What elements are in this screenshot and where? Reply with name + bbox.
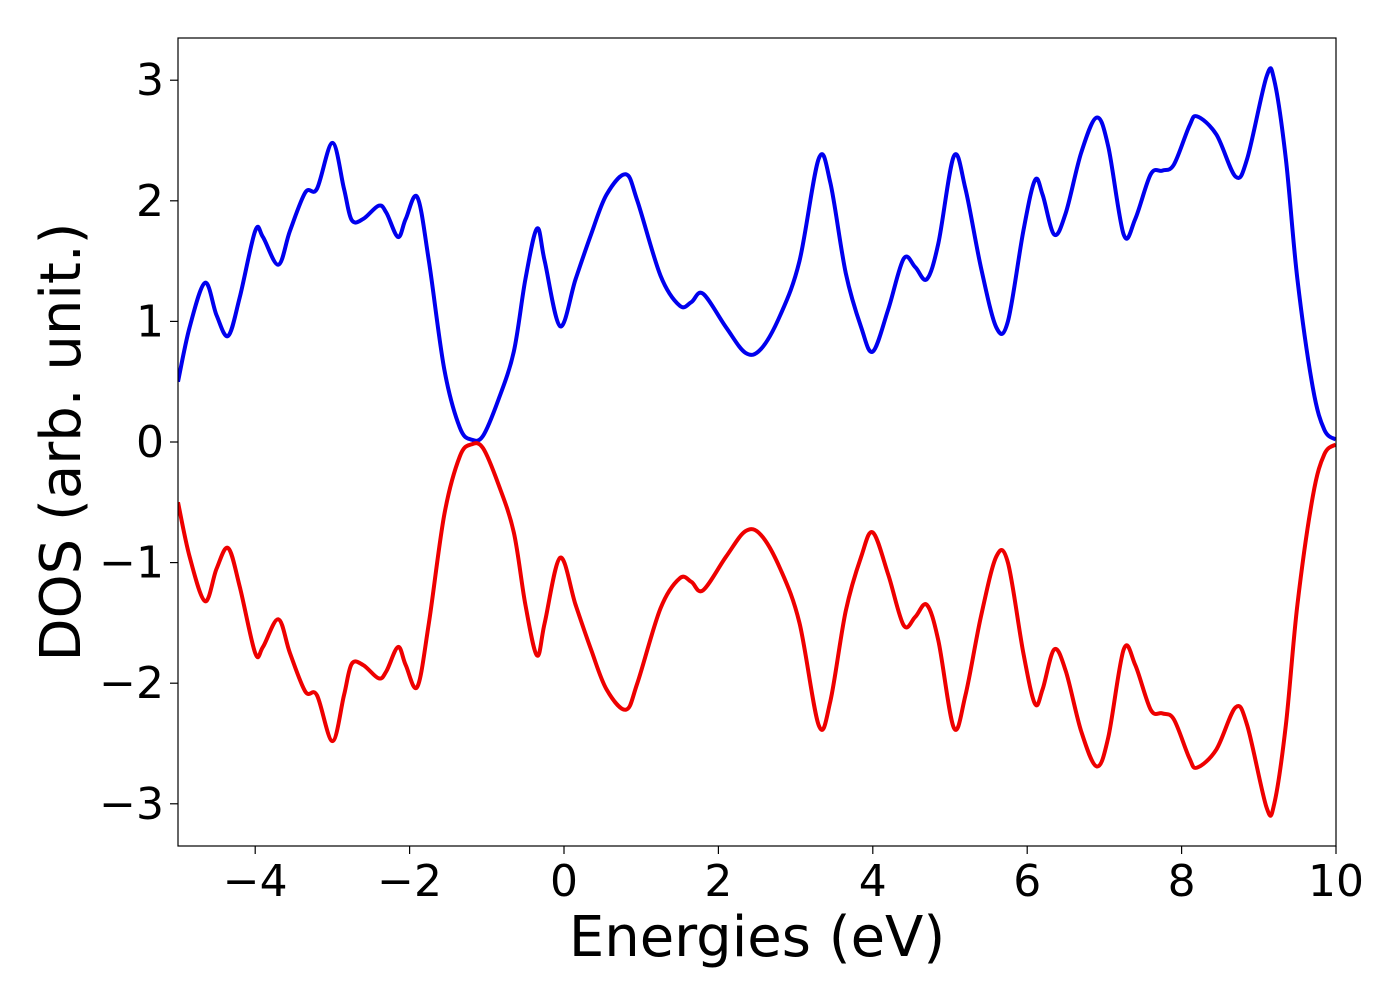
plot-frame [177, 37, 1337, 847]
series-line-blue [178, 66, 1336, 443]
y-tick-label: −2 [99, 658, 164, 709]
x-tick-label: 4 [859, 856, 887, 907]
y-tick-label: 0 [136, 417, 164, 468]
x-tick-label: 6 [1013, 856, 1041, 907]
y-tick-label: −3 [99, 779, 164, 830]
y-tick-label: 2 [136, 176, 164, 227]
x-tick-label: 10 [1308, 856, 1364, 907]
series-line-red [178, 441, 1336, 818]
x-tick-label: −4 [223, 856, 288, 907]
y-tick-label: 3 [136, 55, 164, 106]
x-tick-label: 8 [1168, 856, 1196, 907]
y-axis-ticks: −3 −2 −1 0 1 2 3 [99, 55, 178, 830]
x-tick-label: −2 [377, 856, 442, 907]
x-tick-label: 0 [550, 856, 578, 907]
y-tick-label: 1 [136, 296, 164, 347]
y-tick-label: −1 [99, 538, 164, 589]
x-axis-ticks: −4 −2 0 2 4 6 8 10 [223, 846, 1364, 907]
y-axis-label: DOS (arb. unit.) [29, 222, 94, 661]
x-tick-label: 2 [704, 856, 732, 907]
x-axis-label: Energies (eV) [569, 905, 945, 970]
plot-lines [178, 66, 1336, 818]
